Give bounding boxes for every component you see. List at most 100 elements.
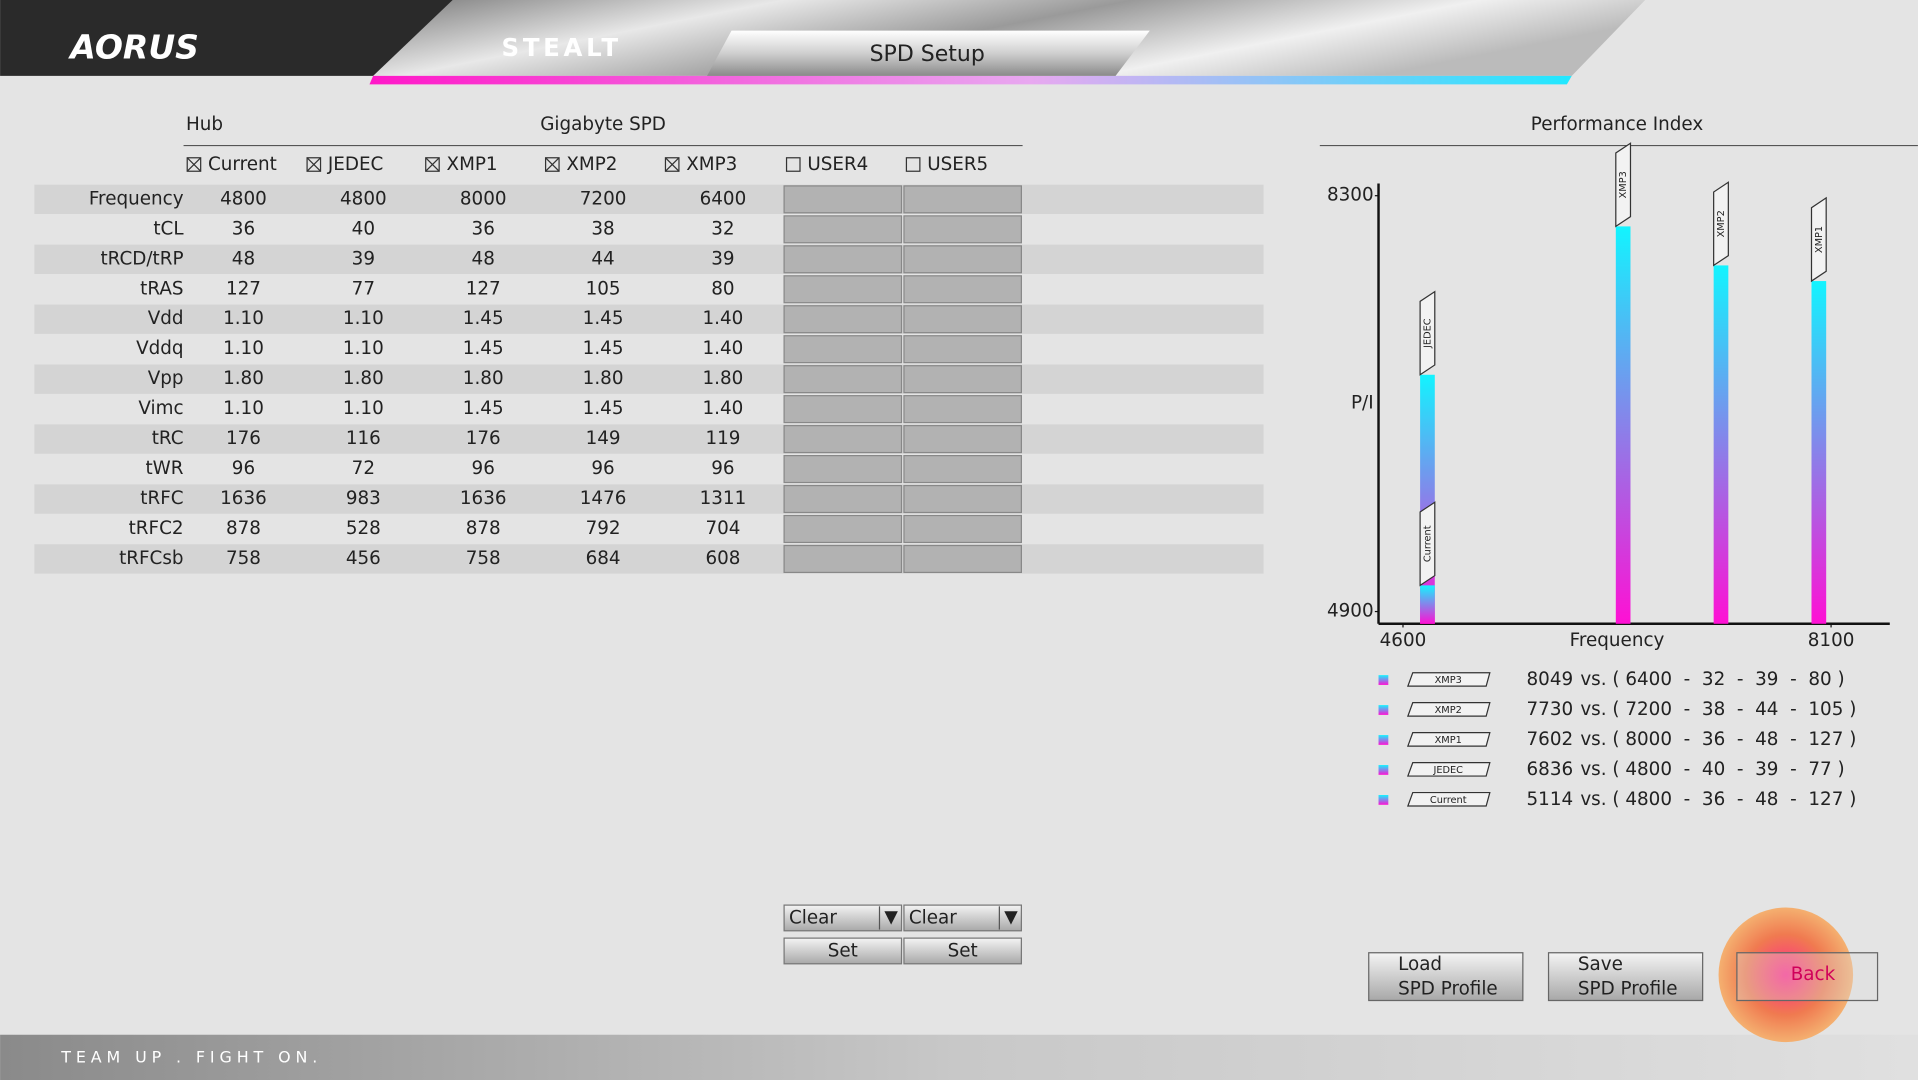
cell-value: 758 [466,548,501,569]
row-label: tCL [153,218,184,239]
checkbox[interactable] [905,157,921,172]
user-cell[interactable] [783,544,903,574]
checkbox[interactable] [425,157,440,172]
user-cell[interactable] [903,514,1022,544]
row-label: tRFC2 [129,518,184,539]
checkbox[interactable] [664,157,680,172]
user-cell[interactable] [783,335,903,364]
user-cell[interactable] [783,305,903,334]
cell-value: 176 [466,428,501,449]
user-cell[interactable] [903,245,1022,274]
cell-value: 1.45 [583,338,624,359]
user-cell[interactable] [903,544,1022,574]
user-cell[interactable] [783,215,903,244]
user-cell[interactable] [783,425,903,454]
bar-tag [1615,142,1632,228]
column-label: XMP1 [447,154,498,175]
user-cell[interactable] [903,185,1022,214]
chart-title: Performance Index [1531,114,1704,135]
user-cell[interactable] [783,185,903,214]
checkbox-mark [306,157,321,172]
cell-value: 127 [466,278,501,299]
x-tick-label: 8100 [1808,630,1855,651]
set-button[interactable] [783,937,903,965]
action-button[interactable] [1547,952,1704,1002]
cell-value: 4800 [340,188,387,209]
bar-tag [1419,290,1436,376]
row-stripe [34,544,1264,574]
bar [1420,585,1435,624]
cell-value: 983 [346,488,381,509]
cell-value: 32 [711,218,734,239]
cell-value: 1.10 [223,308,264,329]
user-cell[interactable] [903,365,1022,394]
user-cell[interactable] [783,365,903,394]
legend-score: 6836 [1527,759,1574,780]
cell-value: 684 [586,548,621,569]
dropdown-value: Clear [909,908,957,929]
action-button[interactable] [1736,952,1879,1002]
cell-value: 1.45 [583,398,624,419]
hub-label: Hub [186,114,223,135]
legend-score: 5114 [1527,789,1574,810]
user-cell[interactable] [903,425,1022,454]
legend-detail: vs. ( 6400 - 32 - 39 - 80 ) [1580,669,1844,690]
cell-value: 456 [346,548,381,569]
cell-value: 96 [711,458,734,479]
user-cell[interactable] [903,335,1022,364]
legend-tag [1407,702,1491,717]
set-button[interactable] [903,937,1022,965]
user-cell[interactable] [903,484,1022,514]
cell-value: 96 [232,458,255,479]
user-cell[interactable] [783,484,903,514]
cell-value: 792 [586,518,621,539]
bar-tag [1419,501,1436,587]
cell-value: 80 [711,278,734,299]
dropdown[interactable] [903,904,1022,932]
group-label: Gigabyte SPD [540,114,666,135]
action-button[interactable] [1368,952,1524,1002]
user-cell[interactable] [903,305,1022,334]
set-button-label: Set [828,941,858,962]
cell-value: 48 [232,248,255,269]
bar-tag [1810,196,1827,283]
checkbox[interactable] [785,157,801,172]
cell-value: 1.40 [703,338,744,359]
cell-value: 528 [346,518,381,539]
cell-value: 1.80 [223,368,264,389]
legend-swatch [1378,675,1389,685]
user-cell[interactable] [903,454,1022,484]
row-stripe [34,484,1264,514]
logo-band [0,0,453,76]
cell-value: 6400 [700,188,747,209]
legend-score: 7730 [1527,699,1574,720]
page-title: SPD Setup [870,42,985,67]
row-label: tRFCsb [119,548,183,569]
checkbox[interactable] [544,157,560,172]
legend-tag-label: Current [1430,795,1467,806]
cell-value: 1.80 [343,368,384,389]
user-cell[interactable] [903,395,1022,424]
set-button-label: Set [948,941,978,962]
checkbox[interactable] [186,157,202,172]
dropdown[interactable] [783,904,903,932]
cell-value: 149 [586,428,621,449]
row-stripe [34,244,1264,274]
action-button-label: Save [1578,954,1623,975]
checkbox[interactable] [306,157,322,172]
cell-value: 1.10 [223,398,264,419]
user-cell[interactable] [783,275,903,304]
user-cell[interactable] [903,275,1022,304]
user-cell[interactable] [783,395,903,424]
cell-value: 39 [352,248,375,269]
bar-tag [1713,181,1729,267]
bar [1811,281,1827,624]
user-cell[interactable] [783,245,903,274]
user-cell[interactable] [903,215,1022,244]
user-cell[interactable] [783,514,903,544]
legend-tag-label: XMP1 [1435,735,1462,746]
user-cell[interactable] [783,454,903,484]
cell-value: 4800 [220,188,267,209]
cell-value: 40 [352,218,375,239]
